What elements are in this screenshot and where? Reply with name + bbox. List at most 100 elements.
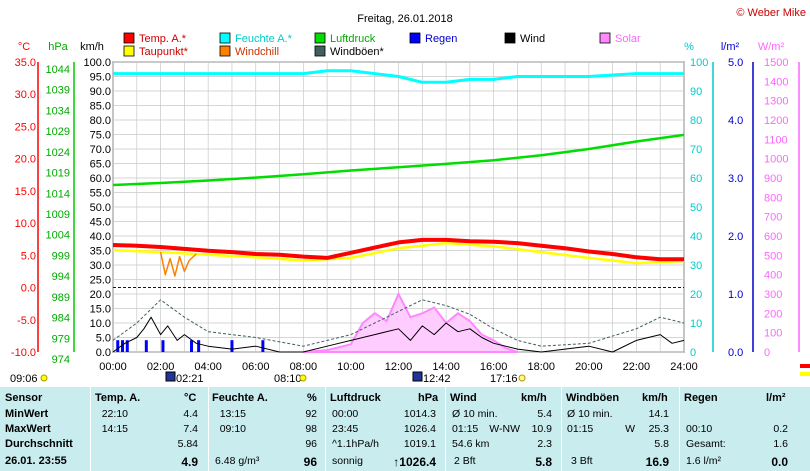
current-temp: 4.9 xyxy=(181,455,198,469)
solar-tick: 500 xyxy=(764,250,782,262)
wind-tick: 15.0 xyxy=(90,304,111,316)
x-tick: 00:00 xyxy=(99,361,127,373)
press-tick: 979 xyxy=(52,333,70,345)
solar-tick: 1200 xyxy=(764,115,788,127)
stat-cell-press-t: ^1.1hPa/h xyxy=(332,438,379,450)
stat-cell-gust-b: W xyxy=(625,423,635,435)
dew-marker xyxy=(800,372,810,376)
solar-tick: 1500 xyxy=(764,57,788,69)
wind-tick: 60.0 xyxy=(90,173,111,185)
x-tick: 04:00 xyxy=(194,361,222,373)
series-windchill xyxy=(159,251,197,277)
wind-tick: 75.0 xyxy=(90,130,111,142)
rain-tick: 3.0 xyxy=(728,173,743,185)
legend-swatch xyxy=(409,32,421,44)
wind-tick: 5.0 xyxy=(96,333,111,345)
legend-label: Windchill xyxy=(235,46,279,58)
hum-unit-label: % xyxy=(684,41,694,53)
press-tick: 1009 xyxy=(46,209,70,221)
legend-swatch xyxy=(123,45,135,57)
series-humidity xyxy=(113,69,684,84)
sunrise-icon xyxy=(165,371,176,382)
rain-tick: 1.0 xyxy=(728,289,743,301)
hum-header: Feuchte A. xyxy=(212,392,268,404)
stat-cell-label: Durchschnitt xyxy=(5,438,73,450)
current-label: 26.01. 23:55 xyxy=(5,455,67,467)
x-tick: 02:00 xyxy=(147,361,175,373)
temp-header: Temp. A. xyxy=(95,392,141,404)
stat-cell-press-v: 1019.1 xyxy=(403,438,436,450)
temp-marker xyxy=(800,364,810,368)
press-tick: 1034 xyxy=(46,105,70,117)
sun-icon xyxy=(299,374,307,382)
solar-tick: 200 xyxy=(764,308,782,320)
x-tick: 24:00 xyxy=(670,361,698,373)
stat-cell-wind-v: 10.9 xyxy=(531,423,552,435)
weather-chart: Freitag, 26.01.2018 © Weber Mike Temp. A.*… xyxy=(10,7,810,385)
x-tick: 06:00 xyxy=(242,361,270,373)
rain-tick: 5.0 xyxy=(728,57,743,69)
legend-label: Regen xyxy=(425,33,457,45)
current-rain: 0.0 xyxy=(771,455,788,469)
sensor-header: Sensor xyxy=(5,392,43,404)
stat-cell-rain-v: 1.6 xyxy=(773,438,788,450)
wind-tick: 45.0 xyxy=(90,217,111,229)
moonrise-time: 09:06 xyxy=(10,373,38,385)
rain-tick: 2.0 xyxy=(728,231,743,243)
stat-cell-temp-v: 4.4 xyxy=(183,408,198,420)
series-solar xyxy=(303,291,518,353)
mark-time-3: 12:42 xyxy=(423,373,451,385)
press-header: Luftdruck xyxy=(330,392,381,404)
stat-cell-gust-v: 14.1 xyxy=(648,408,669,420)
current-press: ↑1026.4 xyxy=(393,455,436,469)
hum-unit: % xyxy=(307,392,317,404)
stat-cell-hum-v: 98 xyxy=(305,423,317,435)
rain-unit-label: l/m² xyxy=(721,41,740,53)
hum-tick: 100 xyxy=(690,57,708,69)
legend-swatch xyxy=(314,32,326,44)
gust-unit: km/h xyxy=(642,392,668,404)
press-tick: 1039 xyxy=(46,85,70,97)
stat-cell-temp-v: 7.4 xyxy=(183,423,198,435)
x-tick: 18:00 xyxy=(527,361,555,373)
solar-tick: 1000 xyxy=(764,154,788,166)
hum-tick: 40 xyxy=(690,231,702,243)
wind-tick: 55.0 xyxy=(90,188,111,200)
x-tick: 16:00 xyxy=(480,361,508,373)
sunset-icon xyxy=(412,371,423,382)
temp-tick: 15.0 xyxy=(15,186,36,198)
stat-cell-hum-v: 96 xyxy=(305,438,317,450)
x-tick: 20:00 xyxy=(575,361,603,373)
press-tick: 1014 xyxy=(46,188,70,200)
rain-bar xyxy=(161,340,165,352)
legend-label: Windböen* xyxy=(330,46,385,58)
temp-tick: 0.0 xyxy=(21,283,36,295)
legend-label: Temp. A.* xyxy=(139,33,187,45)
stat-cell-rain-v: 0.2 xyxy=(773,423,788,435)
copyright: © Weber Mike xyxy=(736,7,806,19)
stat-cell-hum-t: 09:10 xyxy=(219,423,246,435)
stat-cell-temp-t: 14:15 xyxy=(101,423,128,435)
stat-cell-wind-a: 01:15 xyxy=(452,423,479,435)
current-wind: 5.8 xyxy=(535,455,552,469)
x-tick: 10:00 xyxy=(337,361,365,373)
stat-cell-press-v: 1026.4 xyxy=(403,423,436,435)
hum-tick: 50 xyxy=(690,202,702,214)
wind-tick: 70.0 xyxy=(90,144,111,156)
solar-tick: 600 xyxy=(764,231,782,243)
current-hum: 96 xyxy=(303,455,317,469)
stat-cell-rain-a: Gesamt: xyxy=(686,438,726,450)
legend-swatch xyxy=(599,32,611,44)
wind-tick: 20.0 xyxy=(90,289,111,301)
solar-unit-label: W/m² xyxy=(758,41,785,53)
stat-cell-temp-v: 5.84 xyxy=(177,438,198,450)
stat-cell-hum-v: 92 xyxy=(305,408,317,420)
x-tick: 12:00 xyxy=(385,361,413,373)
chart-title: Freitag, 26.01.2018 xyxy=(357,13,452,25)
temp-unit: °C xyxy=(184,392,197,404)
wind-tick: 95.0 xyxy=(90,72,111,84)
temp-tick: -5.0 xyxy=(17,315,36,327)
wind-header: Wind xyxy=(450,392,477,404)
temp-tick: 35.0 xyxy=(15,57,36,69)
wind-tick: 65.0 xyxy=(90,159,111,171)
